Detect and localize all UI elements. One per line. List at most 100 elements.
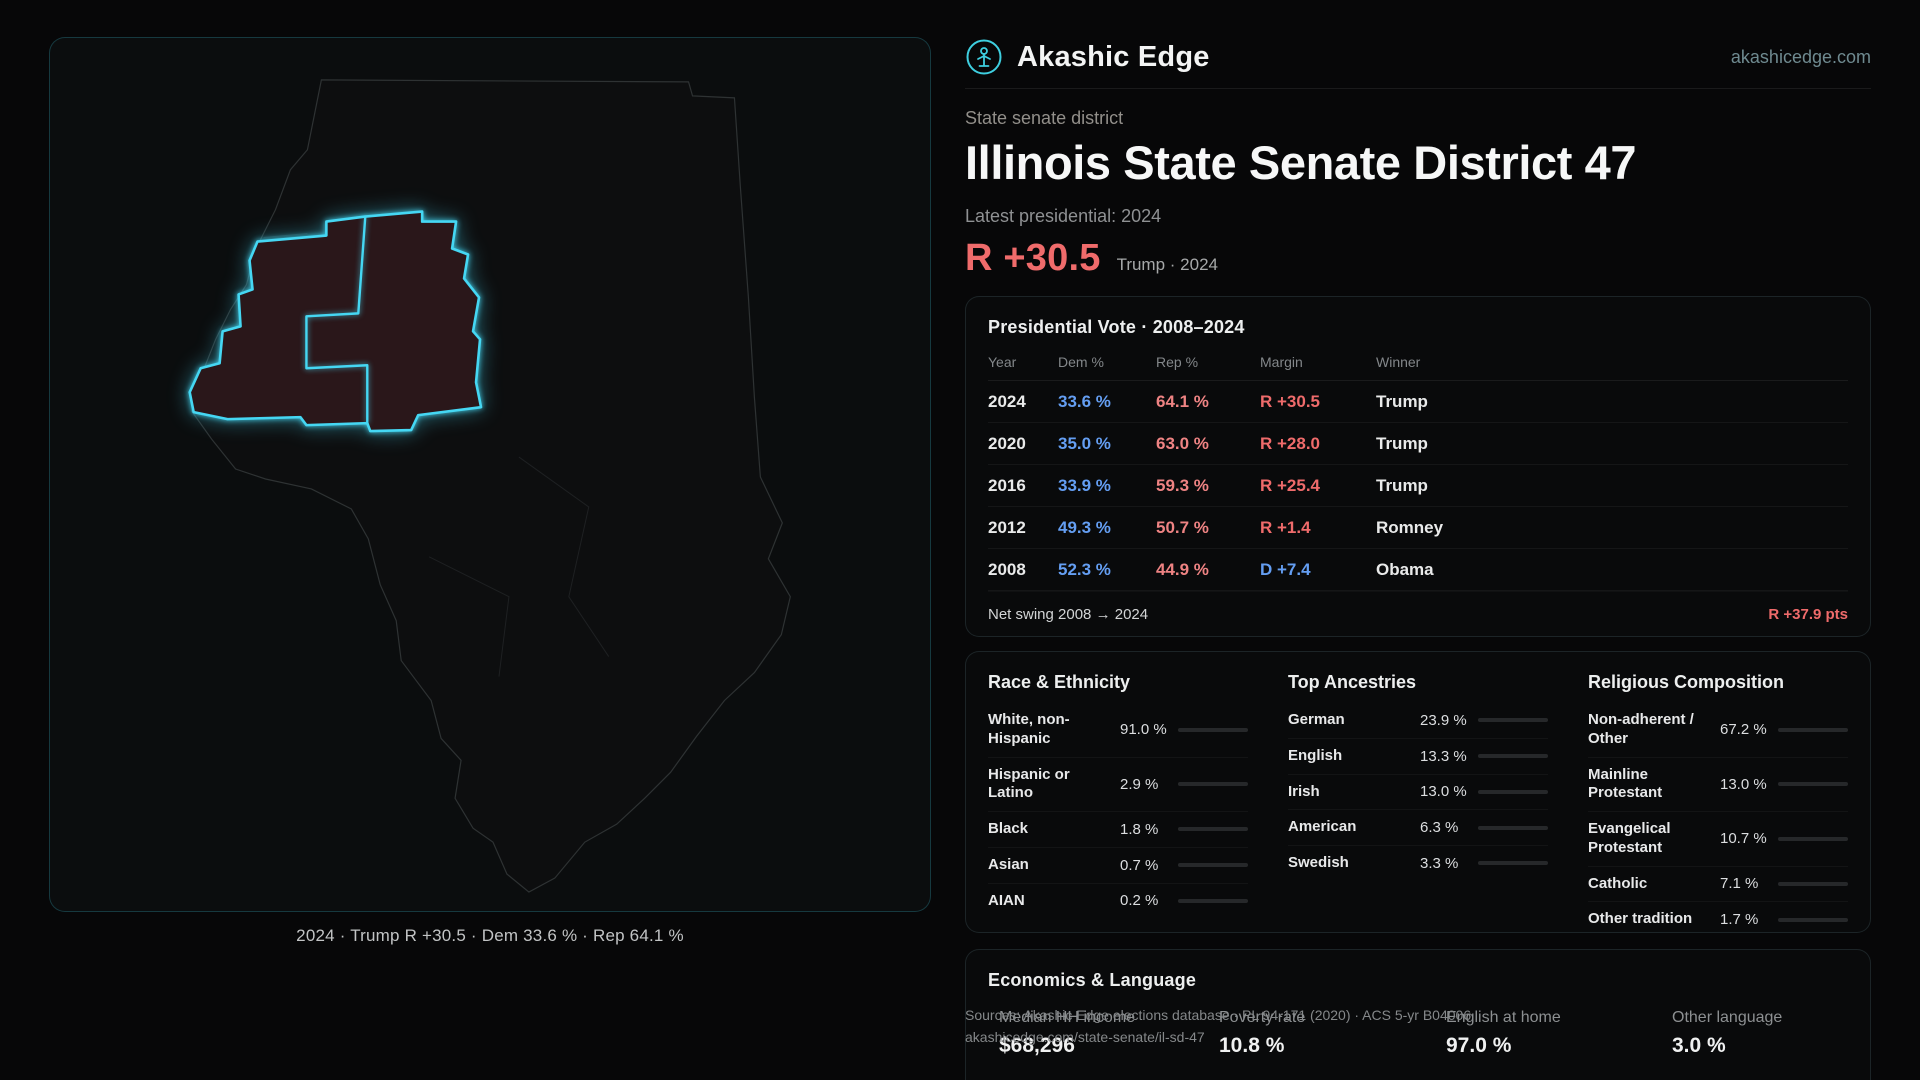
row-label: German [1288,711,1345,728]
senate-district-47-shape[interactable] [188,210,483,433]
row-label: Irish [1288,782,1320,800]
district-internal-boundary [305,216,369,424]
row-bar [1478,789,1548,794]
cell-winner: Trump [1376,433,1428,453]
race-title: Race & Ethnicity [988,672,1131,692]
stat-label: Poverty rate [1219,1009,1306,1026]
map-caption: 2024 · Trump R +30.5 · Dem 33.6 % · Rep … [296,926,684,945]
list-item: American 6.3 % [1288,810,1548,846]
cell-margin: D +7.4 [1260,559,1311,579]
row-value: 13.3 % [1420,747,1467,765]
cell-year: 2024 [988,391,1026,411]
row-value: 0.2 % [1120,892,1159,910]
economics-stats: Median HH income $68,296 Poverty rate 10… [988,1009,1848,1058]
cell-winner: Romney [1376,517,1444,537]
col-margin: Margin [1260,354,1303,370]
col-rep: Rep % [1156,354,1199,370]
presidential-vote-panel: Presidential Vote · 2008–2024 Year Dem %… [965,296,1871,637]
row-value: 13.0 % [1420,783,1467,801]
religion-column: Religious Composition Non-adherent / Oth… [1588,672,1848,937]
net-swing-value: R +37.9 pts [1768,605,1848,623]
row-value: 6.3 % [1420,819,1459,837]
row-label: AIAN [988,891,1025,909]
cell-winner: Trump [1376,475,1428,495]
list-item: English 13.3 % [1288,739,1548,775]
economics-title: Economics & Language [988,970,1197,990]
row-bar [1778,727,1848,732]
table-row: 2008 52.3 % 44.9 % D +7.4 Obama [988,549,1848,591]
net-swing-label: Net swing 2008 → 2024 [988,605,1149,623]
county-line-decorative [518,456,610,657]
cell-year: 2008 [988,559,1026,579]
row-value: 2.9 % [1120,775,1159,793]
net-swing-row: Net swing 2008 → 2024 R +37.9 pts [988,591,1848,636]
cell-rep: 64.1 % [1156,391,1209,411]
stat-english-at-home: English at home 97.0 % [1446,1009,1672,1058]
row-label: Evangelical Protestant [1588,820,1671,856]
district-map [188,79,791,893]
stat-label: Other language [1672,1009,1783,1026]
cell-dem: 33.9 % [1058,475,1111,495]
county-line-decorative [263,233,308,239]
stat-value: 3.0 % [1672,1034,1726,1057]
religion-title: Religious Composition [1588,672,1784,692]
cell-margin: R +1.4 [1260,517,1311,537]
akashic-edge-logo-icon [966,39,1002,75]
table-row: 2020 35.0 % 63.0 % R +28.0 Trump [988,423,1848,465]
ancestries-title: Top Ancestries [1288,672,1417,692]
list-item: Evangelical Protestant 10.7 % [1588,812,1848,867]
stat-other-language: Other language 3.0 % [1672,1009,1848,1058]
illinois-state-outline [191,79,791,893]
latest-presidential-label: Latest presidential: 2024 [965,206,1162,226]
site-header: Akashic Edge akashicedge.com [965,36,1871,78]
cell-winner: Trump [1376,391,1428,411]
cell-margin: R +30.5 [1260,391,1321,411]
cell-margin: R +25.4 [1260,475,1321,495]
row-bar [1478,825,1548,830]
row-bar [1178,782,1248,787]
table-row: 2016 33.9 % 59.3 % R +25.4 Trump [988,465,1848,507]
list-item: Catholic 7.1 % [1588,867,1848,903]
list-item: Black 1.8 % [988,812,1248,848]
detail-column: Akashic Edge akashicedge.com State senat… [965,0,1871,1080]
col-dem: Dem % [1058,354,1104,370]
stat-label: Median HH income [999,1009,1136,1026]
vote-panel-title: Presidential Vote · 2008–2024 [988,317,1245,337]
row-bar [1178,898,1248,903]
cell-rep: 50.7 % [1156,517,1209,537]
district-type-kicker: State senate district [965,108,1124,128]
cell-rep: 44.9 % [1156,559,1209,579]
sources-permalink[interactable]: akashicedge.com/state-senate/il-sd-47 [965,1029,1205,1045]
economics-panel: Economics & Language Median HH income $6… [965,949,1871,1080]
row-label: American [1288,818,1357,836]
row-label: Mainline Protestant [1588,765,1663,802]
headline-margin: R +30.5 Trump · 2024 [965,237,1218,280]
row-label: Other tradition [1588,910,1693,928]
table-row: 2012 49.3 % 50.7 % R +1.4 Romney [988,507,1848,549]
site-domain-link[interactable]: akashicedge.com [1730,46,1871,67]
row-label: Asian [988,855,1029,873]
list-item: German 23.9 % [1288,703,1548,739]
stat-value: 10.8 % [1219,1034,1285,1057]
row-label: Catholic [1588,874,1648,892]
list-item: Hispanic or Latino 2.9 % [988,758,1248,812]
cell-dem: 52.3 % [1058,559,1111,579]
row-value: 1.8 % [1120,820,1159,838]
row-label: Black [988,820,1029,837]
brand-name: Akashic Edge [1017,40,1210,73]
county-line-decorative [428,556,510,677]
row-value: 91.0 % [1120,721,1167,739]
row-bar [1178,863,1248,868]
row-bar [1778,782,1848,787]
cell-year: 2016 [988,475,1026,495]
row-label: Hispanic or Latino [988,765,1070,802]
cell-year: 2012 [988,517,1026,537]
row-label: English [1288,746,1343,764]
cell-rep: 59.3 % [1156,475,1209,495]
stat-poverty-rate: Poverty rate 10.8 % [1219,1009,1446,1058]
list-item: AIAN 0.2 % [988,884,1248,919]
header-divider [965,88,1871,89]
cell-dem: 49.3 % [1058,517,1111,537]
list-item: Irish 13.0 % [1288,775,1548,811]
